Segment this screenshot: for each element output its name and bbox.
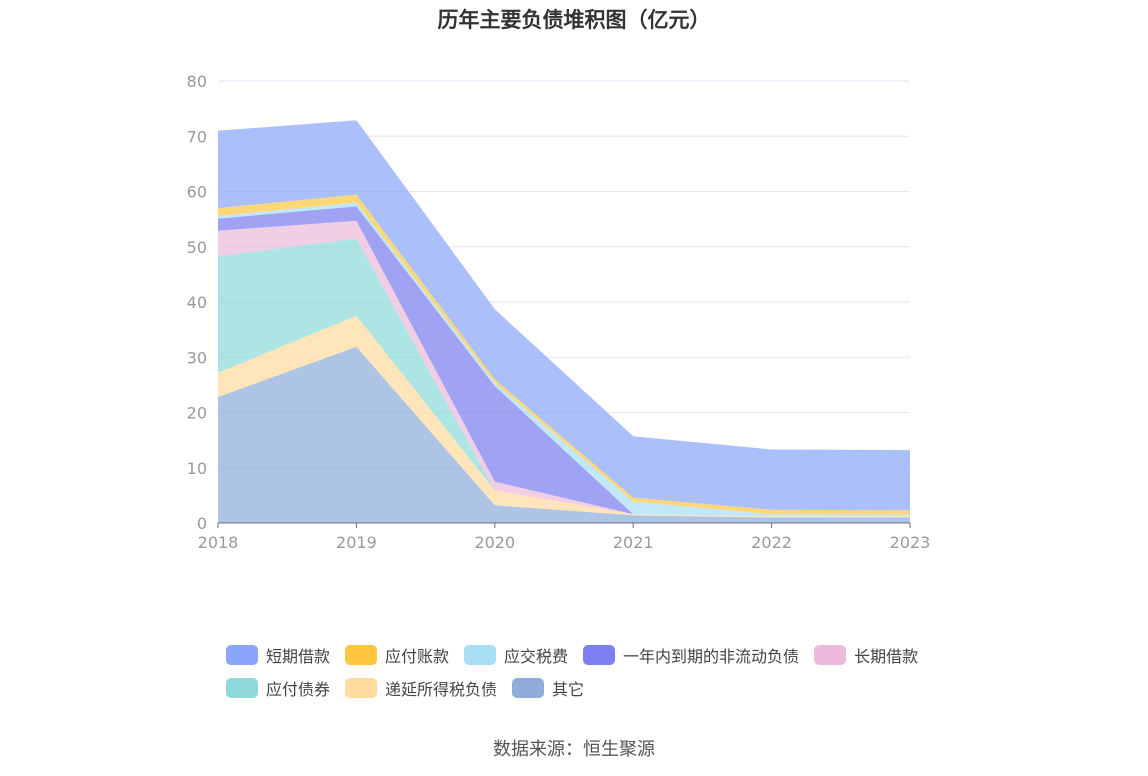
legend-swatch [226, 677, 258, 698]
y-tick-label: 20 [187, 404, 207, 423]
y-tick-label: 60 [187, 183, 207, 202]
legend-swatch [464, 644, 497, 665]
area-series[interactable] [218, 206, 910, 517]
legend-label: 应交税费 [504, 646, 569, 666]
legend-swatch [583, 644, 616, 665]
x-tick-label: 2023 [890, 533, 931, 552]
x-tick-label: 2021 [613, 533, 654, 552]
area-series[interactable] [218, 346, 910, 523]
x-tick-label: 2022 [751, 533, 792, 552]
legend-item-taxes-payable[interactable]: 应交税费 [464, 643, 568, 667]
legend-item-bonds-payable[interactable]: 应付债券 [226, 676, 330, 700]
x-tick-label: 2020 [474, 533, 515, 552]
legend-swatch [226, 644, 258, 665]
legend-item-deferred-tax-liabilities[interactable]: 递延所得税负债 [345, 676, 497, 700]
y-tick-label: 50 [187, 238, 207, 257]
y-tick-label: 30 [187, 348, 207, 367]
x-tick-label: 2019 [336, 533, 377, 552]
legend-swatch [345, 677, 378, 698]
legend-label: 应付债券 [266, 679, 331, 699]
chart-title: 历年主要负债堆积图（亿元） [437, 8, 711, 32]
legend-item-current-portion-noncurrent[interactable]: 一年内到期的非流动负债 [583, 643, 799, 667]
legend-swatch [814, 644, 847, 665]
y-tick-label: 0 [197, 514, 207, 533]
chart-legend: 短期借款 应付账款 应交税费 一年内到期的非流动负债 长期借款 应付债券 递延所… [226, 638, 946, 704]
legend-label: 其它 [552, 679, 585, 699]
area-series[interactable] [218, 220, 910, 517]
axes: 0 10 20 30 40 50 60 70 80 2018 2019 2020 2021 2022 202… [187, 72, 931, 552]
legend-item-short-term-loans[interactable]: 短期借款 [226, 643, 330, 667]
data-source: 数据来源：恒生聚源 [493, 739, 655, 760]
area-series[interactable] [218, 238, 910, 517]
area-series[interactable] [218, 120, 910, 511]
stacked-areas [218, 120, 910, 523]
y-tick-label: 80 [187, 72, 207, 91]
legend-item-long-term-loans[interactable]: 长期借款 [814, 643, 918, 667]
legend-item-accounts-payable[interactable]: 应付账款 [345, 643, 449, 667]
legend-swatch [345, 644, 378, 665]
x-tick-label: 2018 [198, 533, 239, 552]
y-tick-label: 40 [187, 293, 207, 312]
area-series[interactable] [218, 315, 910, 518]
legend-label: 长期借款 [854, 646, 919, 666]
legend-label: 一年内到期的非流动负债 [623, 646, 800, 666]
legend-swatch [512, 677, 545, 698]
y-tick-label: 70 [187, 127, 207, 146]
legend-row-1: 短期借款 应付账款 应交税费 一年内到期的非流动负债 长期借款 [226, 638, 946, 671]
legend-label: 短期借款 [266, 646, 331, 666]
y-tick-label: 10 [187, 459, 207, 478]
legend-label: 应付账款 [385, 646, 450, 666]
legend-row-2: 应付债券 递延所得税负债 其它 [226, 671, 946, 704]
legend-item-other[interactable]: 其它 [512, 676, 584, 700]
legend-label: 递延所得税负债 [385, 679, 498, 699]
